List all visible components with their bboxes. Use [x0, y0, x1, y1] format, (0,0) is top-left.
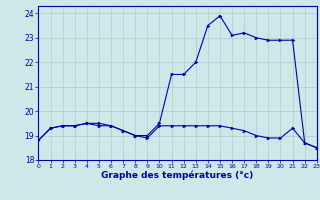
X-axis label: Graphe des températures (°c): Graphe des températures (°c): [101, 171, 254, 180]
